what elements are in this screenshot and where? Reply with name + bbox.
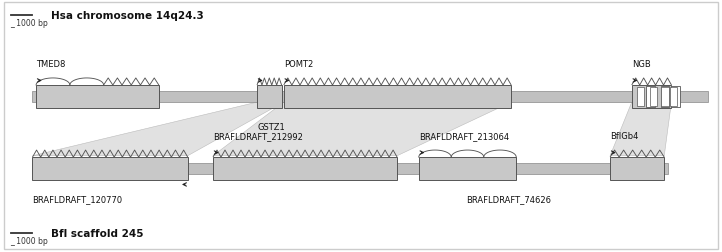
Bar (670, 87, 677, 107)
Text: POMT2: POMT2 (284, 59, 313, 69)
Bar (646, 87, 655, 107)
Bar (671, 87, 680, 107)
Bar (419, 158, 516, 180)
Bar (610, 158, 664, 180)
Text: GSTZ1: GSTZ1 (257, 122, 284, 131)
Text: _ 1000 bp: _ 1000 bp (10, 19, 48, 28)
Bar (637, 87, 644, 107)
Bar (661, 87, 669, 107)
Bar (650, 87, 657, 107)
Text: NGB: NGB (632, 59, 651, 69)
Polygon shape (610, 103, 671, 156)
Bar (284, 86, 511, 108)
Text: Bfl scaffold 245: Bfl scaffold 245 (51, 228, 143, 238)
Text: BRAFLDRAFT_213064: BRAFLDRAFT_213064 (419, 131, 509, 140)
Text: _ 1000 bp: _ 1000 bp (10, 236, 48, 245)
Bar (32, 91, 708, 103)
Bar (32, 158, 188, 180)
Text: BflGb4: BflGb4 (610, 131, 638, 140)
Bar (661, 87, 669, 107)
Polygon shape (32, 103, 284, 156)
Text: Hsa chromosome 14q24.3: Hsa chromosome 14q24.3 (51, 11, 204, 21)
Text: BRAFLDRAFT_120770: BRAFLDRAFT_120770 (32, 194, 123, 203)
Text: BRAFLDRAFT_74626: BRAFLDRAFT_74626 (466, 194, 551, 203)
Bar (32, 163, 668, 174)
Text: BRAFLDRAFT_212992: BRAFLDRAFT_212992 (213, 131, 303, 140)
Bar (213, 158, 397, 180)
Bar (632, 86, 671, 108)
Polygon shape (213, 103, 511, 156)
Bar (257, 86, 282, 108)
Text: TMED8: TMED8 (36, 59, 66, 69)
Bar (36, 86, 159, 108)
